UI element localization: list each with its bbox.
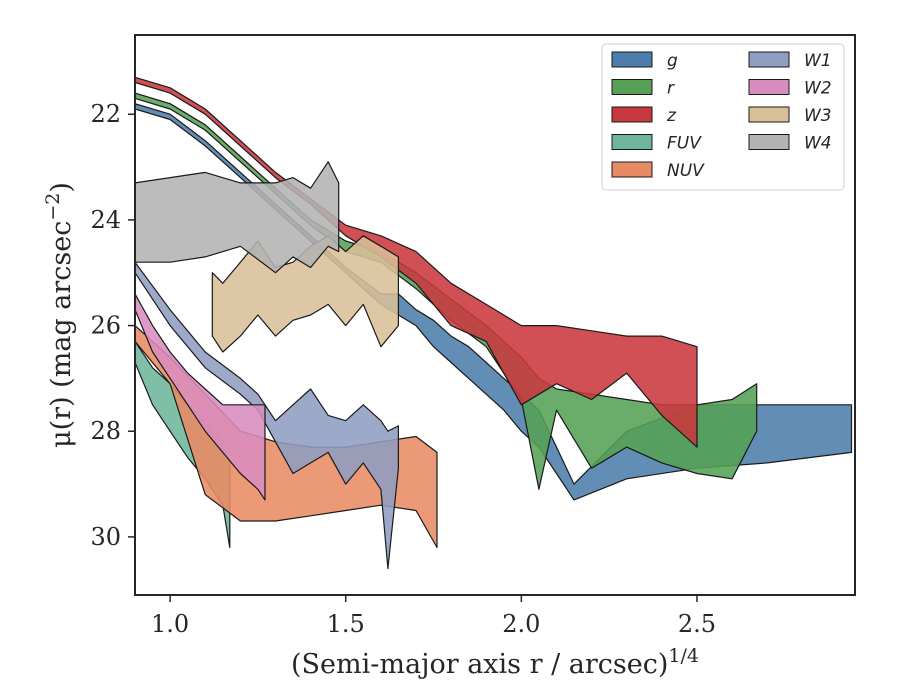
legend-label-fuv: FUV: [667, 134, 702, 154]
legend-swatch-w3: [748, 106, 790, 123]
legend-swatch-z: [611, 106, 653, 123]
x-tick-label: 2.0: [502, 610, 540, 638]
y-tick-label: 24: [90, 206, 121, 234]
legend-label-g: g: [667, 51, 678, 71]
legend-swatch-w4: [748, 134, 790, 150]
plot-frame: [134, 34, 856, 596]
y-axis-label-close: ): [46, 182, 77, 193]
y-axis-label-superscript: −2: [42, 193, 64, 221]
x-tick-label: 2.5: [678, 610, 716, 638]
x-axis-label: (Semi-major axis r / arcsec)1/4: [291, 645, 699, 680]
series-band-w2: [135, 293, 266, 501]
legend-label-z: z: [666, 106, 677, 126]
x-tick-label: 1.5: [327, 610, 365, 638]
legend-label-w2: W2: [804, 79, 832, 99]
y-tick-label: 22: [90, 100, 121, 128]
legend-swatch-g: [611, 51, 653, 68]
x-axis-label-superscript: 1/4: [668, 645, 699, 667]
legend-swatch-w1: [748, 51, 790, 68]
y-axis-label: μ(r) (mag arcsec−2): [42, 182, 77, 448]
y-axis-label-main: μ(r) (mag arcsec: [46, 221, 77, 448]
legend-label-w3: W3: [804, 106, 832, 126]
legend-label-w4: W4: [804, 134, 832, 154]
series-layer: [135, 76, 853, 570]
legend-swatch-nuv: [611, 161, 653, 178]
legend-label-nuv: NUV: [667, 161, 705, 181]
series-band-w4: [135, 161, 340, 274]
x-axis-ticks: 1.0 1.5 2.0 2.5: [151, 595, 716, 638]
y-tick-label: 30: [90, 523, 121, 551]
x-axis-label-main: (Semi-major axis r / arcsec): [291, 649, 668, 680]
y-tick-label: 26: [90, 312, 121, 340]
x-tick-label: 1.0: [151, 610, 189, 638]
legend-swatch-r: [611, 79, 653, 95]
legend: grz FUV NUV W1 W2 W3 W4: [601, 43, 845, 191]
legend-label-w1: W1: [804, 51, 832, 71]
legend-swatch-w2: [748, 79, 790, 95]
legend-swatch-fuv: [611, 134, 653, 150]
y-tick-label: 28: [90, 417, 121, 445]
legend-label-r: r: [667, 79, 675, 99]
y-axis-ticks: 22 24 26 28 30: [90, 100, 135, 551]
